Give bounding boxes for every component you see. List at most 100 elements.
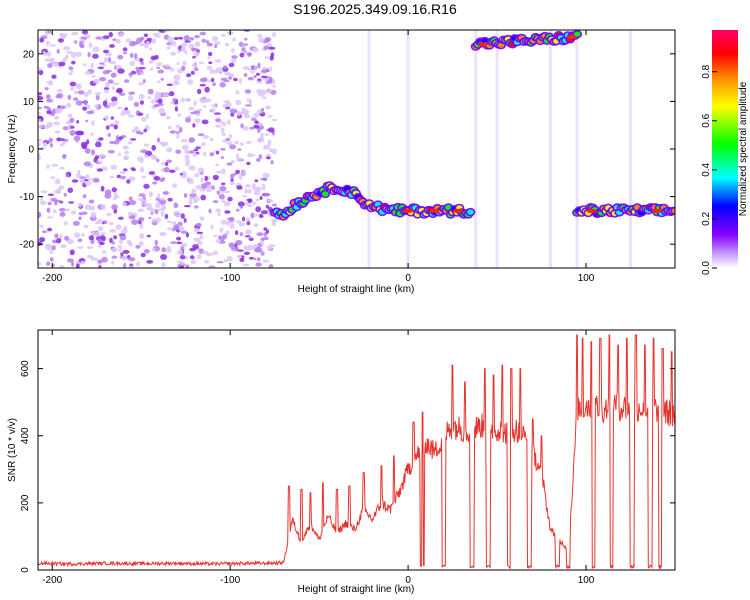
spectral-streak — [474, 30, 478, 268]
noise-speckle — [135, 245, 141, 249]
noise-speckle — [69, 81, 77, 87]
noise-speckle — [71, 31, 79, 36]
noise-speckle — [205, 98, 212, 103]
noise-speckle — [44, 243, 52, 247]
noise-speckle — [166, 116, 171, 120]
noise-speckle — [152, 218, 156, 223]
noise-speckle — [66, 50, 73, 54]
noise-speckle — [202, 151, 207, 157]
noise-speckle — [113, 140, 120, 145]
noise-speckle — [247, 188, 252, 194]
noise-speckle — [103, 57, 108, 63]
noise-speckle — [121, 255, 128, 261]
noise-speckle — [148, 47, 153, 51]
x-tick-label: 100 — [578, 575, 595, 586]
noise-speckle — [201, 250, 209, 255]
noise-speckle — [238, 173, 243, 180]
noise-speckle — [270, 89, 277, 95]
noise-speckle — [190, 259, 197, 264]
noise-speckle — [119, 239, 123, 245]
noise-speckle — [105, 125, 110, 130]
noise-speckle — [193, 148, 199, 152]
noise-speckle — [183, 193, 188, 198]
noise-speckle — [82, 211, 88, 215]
noise-speckle — [51, 74, 57, 79]
noise-speckle — [193, 100, 197, 106]
noise-speckle — [156, 80, 161, 84]
spectral-streak — [367, 30, 371, 268]
noise-speckle — [264, 133, 270, 136]
noise-speckle — [234, 109, 238, 113]
noise-speckle — [205, 40, 210, 44]
noise-speckle — [137, 198, 144, 201]
noise-speckle — [256, 232, 264, 237]
noise-speckle — [199, 234, 204, 240]
noise-speckle — [124, 150, 130, 155]
noise-speckle — [254, 120, 259, 124]
noise-speckle — [193, 51, 200, 58]
noise-speckle — [100, 38, 106, 41]
noise-speckle — [92, 46, 100, 52]
noise-speckle — [168, 91, 175, 97]
spectral-streak — [495, 30, 499, 268]
noise-speckle — [140, 149, 148, 153]
noise-speckle — [104, 189, 112, 195]
noise-speckle — [120, 252, 124, 257]
noise-speckle — [246, 229, 251, 235]
noise-speckle — [227, 196, 233, 202]
noise-speckle — [94, 92, 102, 96]
noise-speckle — [166, 227, 174, 231]
noise-speckle — [55, 188, 62, 194]
noise-speckle — [64, 235, 70, 241]
spectral-streak — [575, 30, 579, 268]
noise-speckle — [135, 130, 142, 135]
noise-speckle — [111, 241, 115, 245]
noise-speckle — [78, 202, 82, 208]
noise-speckle — [49, 250, 54, 255]
snr-plot-area — [38, 334, 675, 570]
noise-speckle — [209, 152, 215, 157]
noise-speckle — [261, 183, 266, 187]
noise-speckle — [113, 124, 118, 130]
noise-speckle — [97, 66, 105, 70]
right-track-core — [671, 208, 675, 214]
noise-speckle — [154, 239, 158, 246]
noise-speckle — [87, 88, 92, 95]
noise-speckle — [244, 89, 252, 94]
noise-speckle — [237, 201, 245, 207]
noise-speckle — [136, 37, 143, 44]
noise-speckle — [242, 171, 247, 175]
noise-speckle — [112, 38, 117, 41]
noise-speckle — [167, 36, 174, 43]
noise-speckle — [139, 166, 145, 173]
noise-speckle — [191, 188, 197, 195]
snr-panel: -200 -100 0 100 0 200 400 600 Height of straigh… — [7, 329, 676, 595]
noise-speckle — [175, 81, 180, 85]
noise-speckle — [160, 112, 167, 115]
noise-speckle — [176, 213, 182, 218]
noise-speckle — [105, 81, 110, 88]
noise-speckle — [242, 125, 249, 131]
noise-speckle — [178, 126, 183, 133]
noise-speckle — [220, 156, 224, 160]
noise-speckle — [140, 61, 144, 65]
noise-speckle — [255, 246, 262, 253]
noise-speckle — [125, 38, 131, 43]
noise-speckle — [38, 69, 44, 76]
noise-speckle — [138, 66, 146, 70]
noise-speckle — [224, 190, 230, 194]
noise-speckle — [157, 137, 160, 143]
spectral-streak — [406, 30, 410, 268]
noise-speckle — [174, 166, 179, 171]
signal-peak — [452, 208, 463, 213]
noise-speckle — [46, 110, 52, 115]
noise-speckle — [249, 256, 254, 260]
noise-speckle — [43, 124, 51, 129]
noise-speckle — [261, 75, 268, 79]
noise-speckle — [115, 224, 122, 230]
noise-speckle — [128, 72, 133, 77]
noise-speckle — [180, 260, 184, 266]
page-title: S196.2025.349.09.16.R16 — [293, 1, 457, 17]
noise-speckle — [102, 100, 108, 107]
